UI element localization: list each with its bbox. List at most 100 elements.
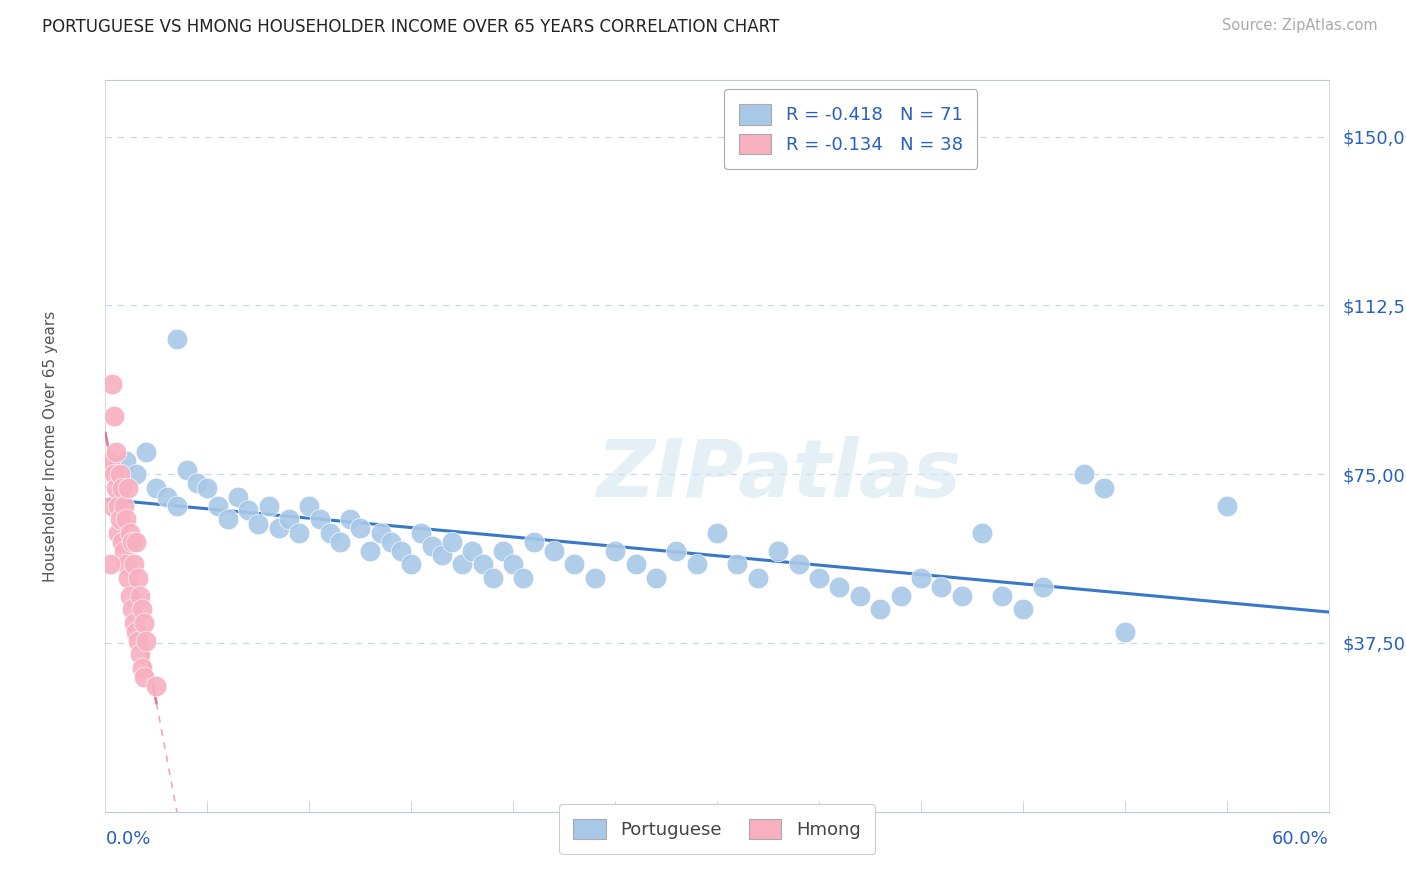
Point [349, 521, 371, 535]
Point [624, 557, 647, 571]
Point [125, 534, 148, 549]
Point [134, 615, 156, 630]
Point [828, 580, 851, 594]
Point [318, 525, 342, 540]
Text: 60.0%: 60.0% [1272, 830, 1329, 848]
Point [451, 557, 474, 571]
Point [104, 481, 127, 495]
Point [118, 525, 141, 540]
Point [127, 571, 149, 585]
Point [122, 557, 145, 571]
Point [523, 534, 546, 549]
Text: 0.0%: 0.0% [105, 830, 150, 848]
Point [768, 543, 790, 558]
Point [145, 679, 167, 693]
Point [129, 589, 152, 603]
Point [787, 557, 810, 571]
Point [125, 467, 148, 482]
Point [461, 543, 484, 558]
Point [747, 571, 769, 585]
Point [166, 332, 188, 346]
Text: ZIPatlas: ZIPatlas [596, 436, 960, 515]
Point [727, 557, 749, 571]
Point [226, 490, 249, 504]
Point [339, 512, 361, 526]
Text: PORTUGUESE VS HMONG HOUSEHOLDER INCOME OVER 65 YEARS CORRELATION CHART: PORTUGUESE VS HMONG HOUSEHOLDER INCOME O… [42, 18, 779, 36]
Point [603, 543, 626, 558]
Point [166, 499, 188, 513]
Point [665, 543, 688, 558]
Point [103, 409, 125, 423]
Point [288, 525, 311, 540]
Point [420, 539, 443, 553]
Point [129, 647, 152, 661]
Point [471, 557, 494, 571]
Point [121, 534, 143, 549]
Point [98, 557, 121, 571]
Point [370, 525, 392, 540]
Point [121, 602, 143, 616]
Point [104, 444, 127, 458]
Point [308, 512, 330, 526]
Point [583, 571, 606, 585]
Point [807, 571, 830, 585]
Point [278, 512, 301, 526]
Point [329, 534, 352, 549]
Point [931, 580, 953, 594]
Point [207, 499, 229, 513]
Point [411, 525, 433, 540]
Legend: Portuguese, Hmong: Portuguese, Hmong [560, 805, 875, 854]
Point [492, 543, 515, 558]
Point [970, 525, 993, 540]
Point [107, 525, 129, 540]
Point [118, 589, 141, 603]
Point [401, 557, 423, 571]
Point [389, 543, 412, 558]
Point [117, 481, 139, 495]
Point [1114, 624, 1136, 639]
Point [869, 602, 891, 616]
Point [889, 589, 911, 603]
Point [111, 481, 134, 495]
Point [117, 571, 139, 585]
Point [176, 462, 198, 476]
Point [481, 571, 505, 585]
Point [360, 543, 382, 558]
Point [186, 476, 208, 491]
Point [380, 534, 402, 549]
Point [910, 571, 932, 585]
Point [125, 624, 148, 639]
Point [1215, 499, 1237, 513]
Point [131, 661, 153, 675]
Point [298, 499, 321, 513]
Point [112, 543, 135, 558]
Point [111, 534, 134, 549]
Point [562, 557, 586, 571]
Point [115, 453, 138, 467]
Point [100, 499, 122, 513]
Point [1092, 481, 1115, 495]
Point [127, 633, 149, 648]
Point [115, 512, 138, 526]
Point [848, 589, 870, 603]
Point [100, 377, 122, 392]
Point [122, 615, 145, 630]
Point [108, 467, 131, 482]
Point [430, 548, 453, 562]
Point [195, 481, 219, 495]
Point [512, 571, 534, 585]
Point [247, 516, 270, 531]
Point [135, 444, 157, 458]
Point [108, 512, 131, 526]
Point [991, 589, 1014, 603]
Point [267, 521, 290, 535]
Point [236, 503, 259, 517]
Point [217, 512, 239, 526]
Point [502, 557, 524, 571]
Point [103, 467, 125, 482]
Point [1073, 467, 1095, 482]
Point [950, 589, 973, 603]
Text: Householder Income Over 65 years: Householder Income Over 65 years [44, 310, 58, 582]
Point [134, 670, 156, 684]
Point [145, 481, 167, 495]
